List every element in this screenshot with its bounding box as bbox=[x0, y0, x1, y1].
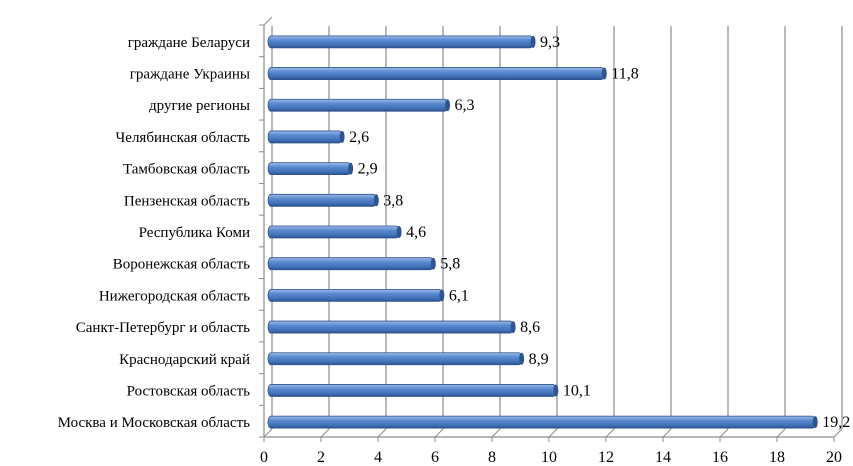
category-label: Ростовская область bbox=[127, 383, 250, 399]
x-tick-label: 16 bbox=[712, 449, 728, 466]
bar-body bbox=[267, 352, 523, 366]
labels: 0 2 4 6 8 10 12 14 16 18 20 9,3 граждане Беларуси 11,… bbox=[58, 34, 851, 466]
data-label: 2,9 bbox=[358, 161, 378, 178]
bar-cap bbox=[348, 162, 354, 175]
data-label: 9,3 bbox=[540, 34, 560, 51]
y-axis-top bbox=[263, 16, 273, 26]
x-tick-label: 2 bbox=[317, 449, 325, 466]
data-label: 19,2 bbox=[822, 414, 850, 431]
floor-line bbox=[662, 428, 672, 438]
bar-cap bbox=[601, 67, 607, 80]
axes bbox=[259, 16, 835, 442]
bar bbox=[267, 130, 345, 144]
floor-line bbox=[491, 428, 501, 438]
data-label: 2,6 bbox=[349, 129, 369, 146]
bar-body bbox=[267, 67, 605, 80]
x-tick-label: 10 bbox=[541, 449, 557, 466]
category-label: граждане Украины bbox=[130, 67, 250, 83]
category-label: Челябинская область bbox=[116, 130, 251, 146]
x-tick-label: 6 bbox=[431, 449, 439, 466]
data-label: 8,9 bbox=[529, 351, 549, 368]
x-tick-label: 4 bbox=[374, 449, 382, 466]
bar bbox=[267, 162, 354, 176]
category-label: Тамбовская область bbox=[123, 162, 250, 178]
x-tick-label: 18 bbox=[769, 449, 785, 466]
bar bbox=[267, 320, 516, 334]
data-label: 8,6 bbox=[520, 319, 540, 336]
category-label: Санкт-Петербург и область bbox=[76, 320, 250, 336]
bar bbox=[267, 35, 536, 49]
category-label: Нижегородская область bbox=[99, 288, 250, 304]
bar-body bbox=[267, 257, 434, 271]
bar-cap bbox=[553, 384, 559, 397]
category-label: Краснодарский край bbox=[119, 352, 250, 368]
data-label: 6,3 bbox=[455, 97, 475, 114]
bar bbox=[267, 288, 445, 302]
data-label: 4,6 bbox=[406, 224, 426, 241]
floor-line bbox=[833, 428, 843, 438]
category-label: Воронежская область bbox=[113, 257, 250, 273]
x-tick-label: 12 bbox=[598, 449, 614, 466]
data-label: 3,8 bbox=[383, 192, 403, 209]
floor-line bbox=[548, 428, 558, 438]
bar-cap bbox=[530, 35, 536, 48]
floor-line bbox=[605, 428, 615, 438]
bar-cap bbox=[510, 321, 516, 334]
bar-body bbox=[267, 162, 352, 176]
bars bbox=[267, 35, 818, 429]
data-label: 6,1 bbox=[449, 287, 469, 304]
floor-line bbox=[719, 428, 729, 438]
x-tick-label: 14 bbox=[655, 449, 671, 466]
data-label: 10,1 bbox=[563, 382, 591, 399]
category-label: Москва и Московская область bbox=[58, 415, 251, 431]
bar-body bbox=[267, 98, 448, 112]
bar bbox=[267, 67, 607, 80]
bar-cap bbox=[339, 130, 345, 143]
x-tick-label: 8 bbox=[488, 449, 496, 466]
category-label: Пензенская область bbox=[124, 193, 250, 209]
bar bbox=[267, 98, 451, 112]
bar-cap bbox=[445, 99, 451, 112]
bar bbox=[267, 352, 525, 366]
data-label: 5,8 bbox=[440, 256, 460, 273]
bar-cap bbox=[439, 289, 445, 302]
bar bbox=[267, 225, 402, 239]
data-label: 11,8 bbox=[611, 66, 638, 83]
bar-body bbox=[267, 35, 534, 49]
floor-line bbox=[320, 428, 330, 438]
bar-cap bbox=[812, 416, 818, 429]
bar bbox=[267, 384, 559, 397]
x-tick-label: 20 bbox=[826, 449, 842, 466]
bar-body bbox=[267, 415, 816, 429]
bar-body bbox=[267, 225, 400, 239]
floor-line bbox=[263, 428, 273, 438]
bar-body bbox=[267, 193, 377, 207]
bar bbox=[267, 193, 379, 207]
category-label: другие регионы bbox=[149, 98, 250, 114]
category-label: граждане Беларуси bbox=[128, 35, 250, 51]
category-label: Республика Коми bbox=[139, 225, 250, 241]
bar-body bbox=[267, 130, 343, 144]
bar-body bbox=[267, 320, 514, 334]
bar bbox=[267, 415, 818, 429]
bar bbox=[267, 257, 436, 271]
bar-cap bbox=[396, 226, 402, 238]
bar-cap bbox=[373, 194, 379, 207]
x-tick-label: 0 bbox=[260, 449, 268, 466]
bar-body bbox=[267, 384, 557, 397]
floor-line bbox=[434, 428, 444, 438]
floor-line bbox=[776, 428, 786, 438]
bar-cap bbox=[519, 352, 525, 365]
bar-body bbox=[267, 288, 443, 302]
floor-line bbox=[377, 428, 387, 438]
bar-cap bbox=[430, 257, 436, 270]
